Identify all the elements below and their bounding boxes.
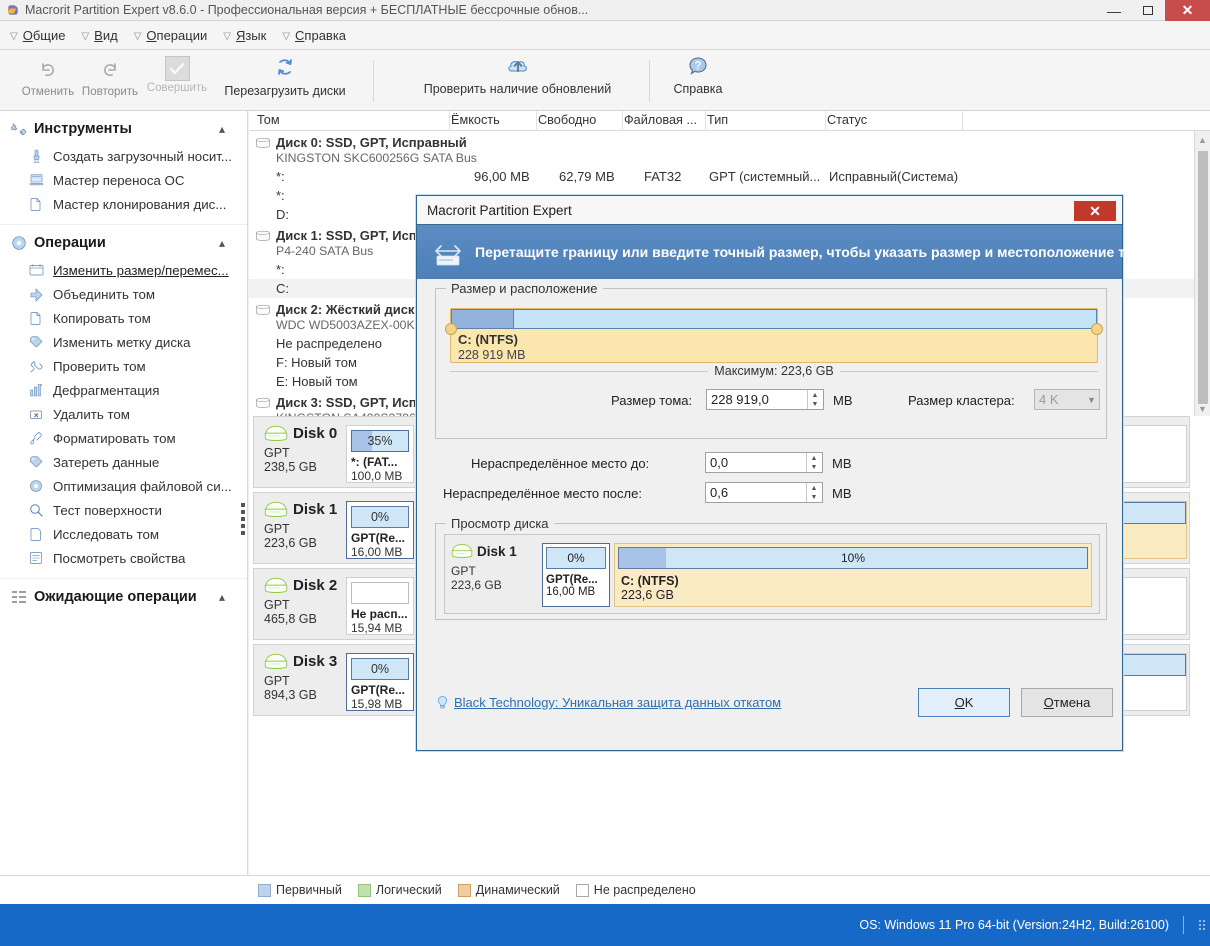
svg-text:?: ? [694,60,701,72]
